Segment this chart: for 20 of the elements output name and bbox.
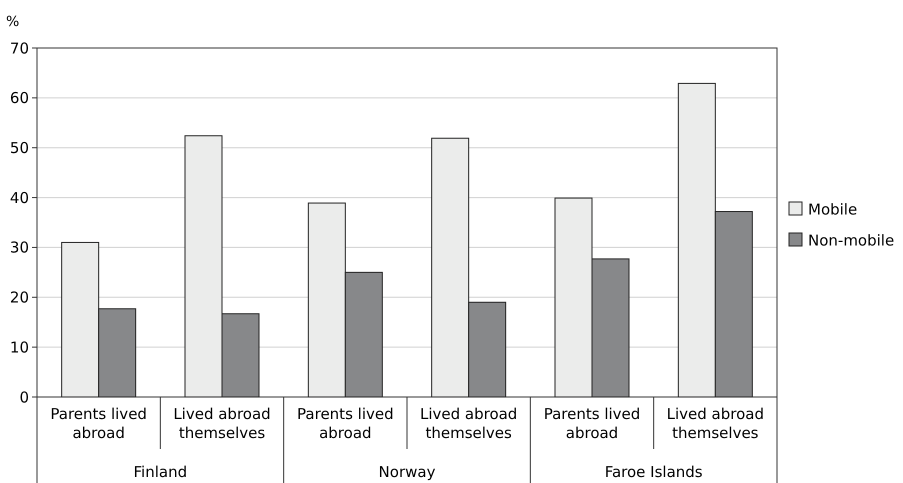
x-tick-label: Lived abroad themselves: [666, 405, 764, 442]
y-tick-label: 70: [10, 39, 29, 58]
x-tick-label: Parents lived abroad: [544, 405, 640, 442]
y-tick-label: 60: [10, 89, 29, 108]
y-axis-title: %: [6, 14, 20, 30]
x-tick-label: Lived abroad themselves: [173, 405, 271, 442]
y-tick-label: 50: [10, 138, 29, 157]
x-tick-label: Parents lived abroad: [50, 405, 147, 442]
x-tick-label: Lived abroad themselves: [420, 405, 518, 442]
y-tick-label: 10: [10, 338, 29, 356]
y-tick-label: 20: [10, 288, 29, 307]
text: Norway: [378, 463, 436, 481]
legend-label: Mobile: [808, 200, 858, 218]
y-tick-label: 0: [19, 388, 29, 406]
text: Faroe Islands: [604, 463, 703, 481]
x-tick-label: Parents lived abroad: [297, 405, 394, 442]
y-tick-label: 30: [10, 238, 29, 257]
legend-label: Non-mobile: [808, 231, 894, 250]
text: Finland: [134, 463, 188, 481]
y-tick-label: 40: [10, 188, 29, 207]
